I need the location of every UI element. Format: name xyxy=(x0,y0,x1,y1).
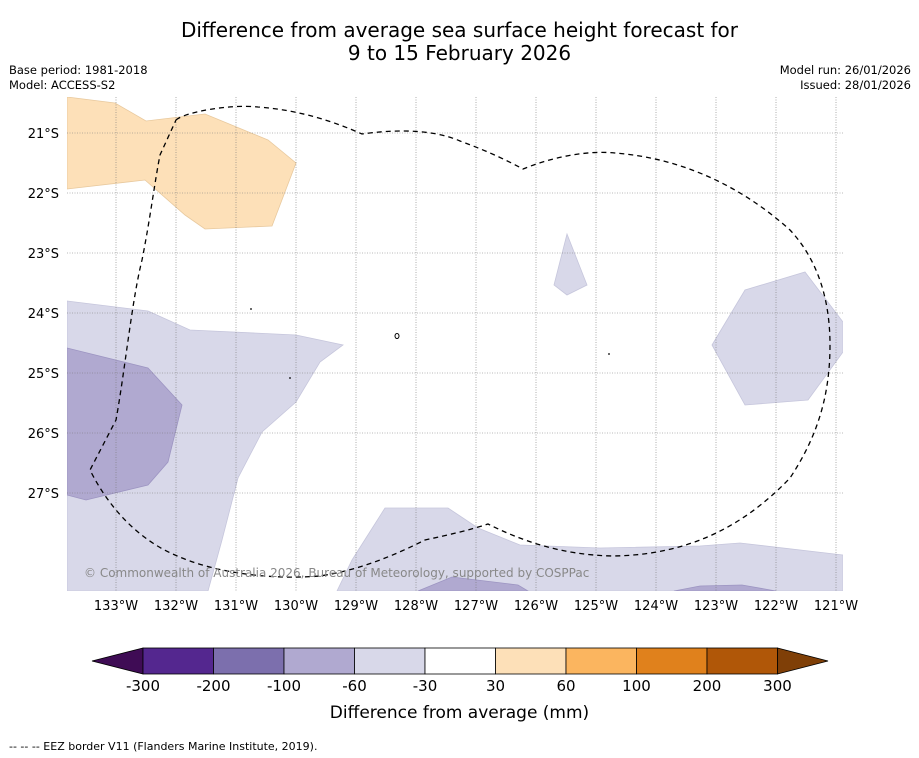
issued-text: Issued: 28/01/2026 xyxy=(800,78,911,92)
meta-left: Base period: 1981-2018 Model: ACCESS-S2 xyxy=(9,63,148,93)
colorbar-tick-label: 30 xyxy=(485,677,506,695)
lat-label: 25°S xyxy=(28,367,59,382)
colorbar-segment xyxy=(706,647,778,675)
colorbar-tick-label: 60 xyxy=(556,677,576,695)
anomaly-region-southeast-strong xyxy=(673,584,777,591)
anomaly-region-northwest-positive xyxy=(67,97,297,230)
colorbar-segment xyxy=(213,647,285,675)
colorbar-extend-low xyxy=(91,647,144,675)
copyright-text: © Commonwealth of Australia 2026, Bureau… xyxy=(84,566,589,580)
colorbar-extend-high xyxy=(777,647,829,675)
eez-border xyxy=(89,105,831,578)
colorbar-segment xyxy=(424,647,496,675)
colorbar-tick-label: -30 xyxy=(412,677,438,695)
anomaly-layer xyxy=(67,97,843,591)
colorbar-segment xyxy=(636,647,708,675)
island xyxy=(608,353,610,355)
colorbar-label: Difference from average (mm) xyxy=(329,703,590,723)
lat-label: 26°S xyxy=(28,427,59,442)
model-run-text: Model run: 26/01/2026 xyxy=(779,63,911,77)
island xyxy=(250,308,252,310)
base-period-text: Base period: 1981-2018 xyxy=(9,63,148,77)
anomaly-region-west-strong xyxy=(67,347,183,501)
anomaly-region-south-center xyxy=(336,507,843,591)
colorbar-segment xyxy=(495,647,567,675)
island xyxy=(394,333,400,339)
model-text: Model: ACCESS-S2 xyxy=(9,78,116,92)
islands xyxy=(250,308,610,379)
anomaly-region-small xyxy=(553,232,588,296)
gridlines xyxy=(67,97,843,591)
longitude-labels: 133°W 132°W 131°W 130°W 129°W 128°W 127°… xyxy=(94,599,858,614)
meta-right: Model run: 26/01/2026 Issued: 28/01/2026 xyxy=(780,63,911,93)
colorbar-tick-label: -60 xyxy=(342,677,367,695)
latitude-labels: 21°S 22°S 23°S 24°S 25°S 26°S 27°S xyxy=(28,127,59,502)
colorbar-tick-label: -300 xyxy=(125,677,161,695)
colorbar-tick-label: 200 xyxy=(692,677,722,695)
lon-label: 123°W xyxy=(694,599,738,614)
lon-label: 125°W xyxy=(574,599,618,614)
lon-label: 130°W xyxy=(274,599,318,614)
colorbar-segment xyxy=(354,647,426,675)
lon-label: 133°W xyxy=(94,599,138,614)
colorbar xyxy=(91,647,829,675)
anomaly-region-east xyxy=(711,271,843,406)
lon-label: 128°W xyxy=(394,599,438,614)
anomaly-region-south-strong xyxy=(417,576,529,591)
lon-label: 131°W xyxy=(214,599,258,614)
lat-label: 21°S xyxy=(28,127,59,142)
lon-label: 127°W xyxy=(454,599,498,614)
colorbar-tick-label: 100 xyxy=(622,677,651,695)
map-title: Difference from average sea surface heig… xyxy=(0,19,919,65)
colorbar-tick-label: 300 xyxy=(763,677,792,695)
colorbar-tick-label: -100 xyxy=(266,677,302,695)
colorbar-segment xyxy=(142,647,214,675)
colorbar-segment xyxy=(283,647,355,675)
colorbar-tick-label: -200 xyxy=(196,677,231,695)
title-line-1: Difference from average sea surface heig… xyxy=(180,18,739,42)
eez-footnote: -- -- -- EEZ border V11 (Flanders Marine… xyxy=(9,740,318,753)
island xyxy=(289,377,291,379)
lon-label: 129°W xyxy=(334,599,378,614)
title-line-2: 9 to 15 February 2026 xyxy=(347,41,572,65)
lat-label: 23°S xyxy=(28,247,59,262)
lon-label: 124°W xyxy=(634,599,678,614)
lat-label: 22°S xyxy=(28,187,59,202)
lon-label: 121°W xyxy=(814,599,858,614)
lon-label: 132°W xyxy=(154,599,198,614)
colorbar-segment xyxy=(565,647,637,675)
lon-label: 126°W xyxy=(514,599,558,614)
lat-label: 27°S xyxy=(28,487,59,502)
lon-label: 122°W xyxy=(754,599,798,614)
lat-label: 24°S xyxy=(28,307,59,322)
